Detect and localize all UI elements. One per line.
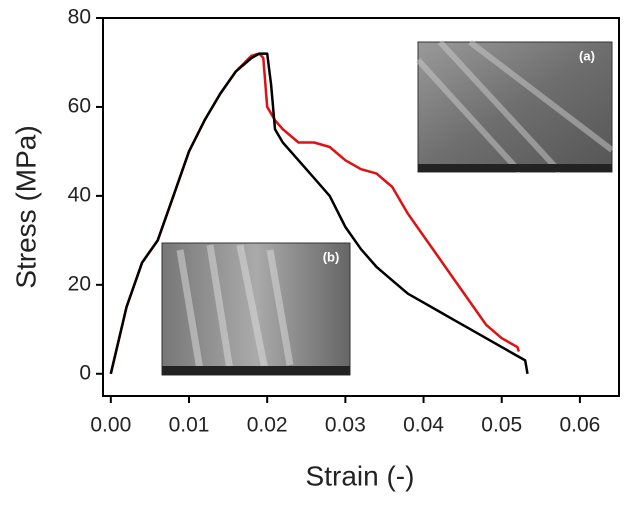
- x-axis-label: Strain (-): [306, 460, 415, 491]
- y-axis-label: Stress (MPa): [10, 125, 41, 288]
- x-tick-label: 0.00: [90, 414, 131, 437]
- x-tick-label: 0.05: [481, 414, 522, 437]
- x-tick-label: 0.06: [559, 414, 600, 437]
- y-tick-label: 40: [68, 183, 91, 206]
- y-tick-label: 0: [79, 361, 91, 384]
- data-line: [109, 52, 529, 375]
- y-tick-label: 20: [68, 272, 91, 295]
- x-tick-label: 0.03: [325, 414, 366, 437]
- inset-label: (a): [579, 48, 595, 63]
- x-tick-label: 0.02: [247, 414, 288, 437]
- y-tick-label: 60: [68, 94, 91, 117]
- x-tick-label: 0.01: [169, 414, 210, 437]
- y-tick-label: 80: [68, 6, 91, 29]
- inset-image: (a): [415, 39, 614, 175]
- x-tick-label: 0.04: [403, 414, 444, 437]
- inset-image: (b): [161, 242, 351, 376]
- plot-frame: [102, 17, 620, 397]
- inset-label: (b): [323, 249, 340, 264]
